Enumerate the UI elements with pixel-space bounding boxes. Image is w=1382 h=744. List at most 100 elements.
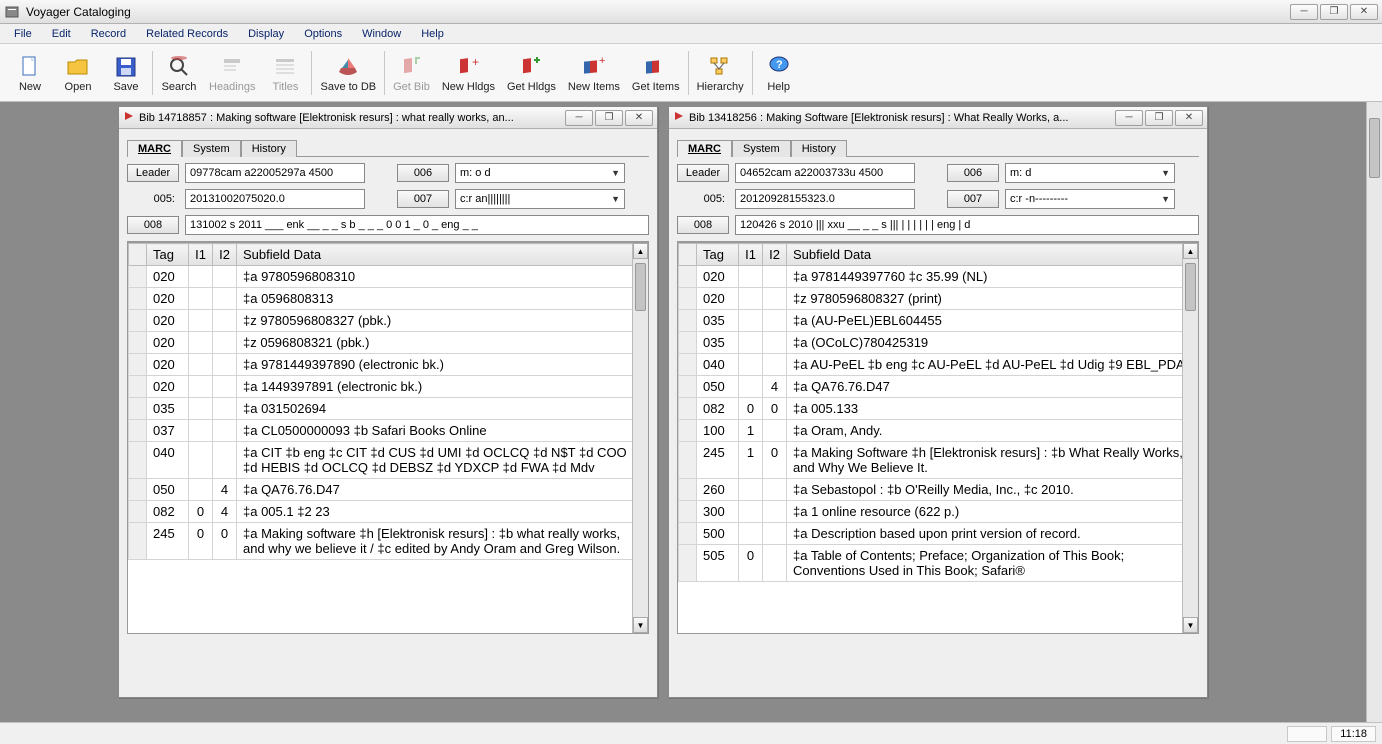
row-handle[interactable] xyxy=(129,310,147,332)
marc-row[interactable]: 0504‡a QA76.76.D47 xyxy=(129,479,648,501)
cell-i1[interactable]: 0 xyxy=(189,501,213,523)
toolbar-save-button[interactable]: Save xyxy=(102,51,150,95)
row-handle[interactable] xyxy=(679,376,697,398)
leader-button[interactable]: Leader xyxy=(677,164,729,182)
marc-row[interactable]: 500‡a Description based upon print versi… xyxy=(679,523,1198,545)
f008-button[interactable]: 008 xyxy=(127,216,179,234)
cell-tag[interactable]: 020 xyxy=(697,288,739,310)
f006-button[interactable]: 006 xyxy=(397,164,449,182)
col-subfield[interactable]: Subfield Data xyxy=(237,244,648,266)
row-handle[interactable] xyxy=(679,420,697,442)
cell-subfield[interactable]: ‡a 1449397891 (electronic bk.) xyxy=(237,376,648,398)
marc-row[interactable]: 08204‡a 005.1 ‡2 23 xyxy=(129,501,648,523)
cell-tag[interactable]: 037 xyxy=(147,420,189,442)
marc-row[interactable]: 020 ‡a 9781449397760 ‡c 35.99 (NL) xyxy=(679,266,1198,288)
marc-row[interactable]: 5050‡a Table of Contents; Preface; Organ… xyxy=(679,545,1198,582)
cell-i1[interactable] xyxy=(189,442,213,479)
cell-tag[interactable]: 245 xyxy=(147,523,189,560)
cell-i2[interactable] xyxy=(763,501,787,523)
cell-subfield[interactable]: ‡a Sebastopol : ‡b O'Reilly Media, Inc.,… xyxy=(787,479,1198,501)
cell-tag[interactable]: 020 xyxy=(697,266,739,288)
cell-tag[interactable]: 050 xyxy=(697,376,739,398)
cell-subfield[interactable]: ‡a 031502694 xyxy=(237,398,648,420)
row-handle[interactable] xyxy=(129,332,147,354)
marc-row[interactable]: 037 ‡a CL0500000093 ‡b Safari Books Onlin… xyxy=(129,420,648,442)
row-handle[interactable] xyxy=(129,288,147,310)
cell-tag[interactable]: 245 xyxy=(697,442,739,479)
cell-i1[interactable]: 0 xyxy=(189,523,213,560)
cell-i1[interactable]: 0 xyxy=(739,398,763,420)
tab-system[interactable]: System xyxy=(732,140,791,157)
cell-subfield[interactable]: ‡a 9781449397760 ‡c 35.99 (NL) xyxy=(787,266,1198,288)
cell-i2[interactable] xyxy=(763,266,787,288)
cell-tag[interactable]: 020 xyxy=(147,376,189,398)
col-subfield[interactable]: Subfield Data xyxy=(787,244,1198,266)
f007-field[interactable]: c:r -n---------▼ xyxy=(1005,189,1175,209)
child-close-button[interactable]: ✕ xyxy=(1175,110,1203,126)
cell-subfield[interactable]: ‡a 005.1 ‡2 23 xyxy=(237,501,648,523)
cell-tag[interactable]: 040 xyxy=(697,354,739,376)
cell-i1[interactable] xyxy=(739,354,763,376)
cell-tag[interactable]: 100 xyxy=(697,420,739,442)
menu-record[interactable]: Record xyxy=(83,26,134,42)
toolbar-open-button[interactable]: Open xyxy=(54,51,102,95)
cell-i2[interactable] xyxy=(763,310,787,332)
cell-i2[interactable] xyxy=(213,398,237,420)
tab-system[interactable]: System xyxy=(182,140,241,157)
toolbar-hierarchy-button[interactable]: Hierarchy xyxy=(691,51,750,95)
cell-i1[interactable] xyxy=(739,332,763,354)
cell-i2[interactable] xyxy=(763,420,787,442)
cell-tag[interactable]: 082 xyxy=(697,398,739,420)
f008-button[interactable]: 008 xyxy=(677,216,729,234)
cell-subfield[interactable]: ‡a 9781449397890 (electronic bk.) xyxy=(237,354,648,376)
cell-subfield[interactable]: ‡a Making software ‡h [Elektronisk resur… xyxy=(237,523,648,560)
row-handle[interactable] xyxy=(129,479,147,501)
cell-i2[interactable] xyxy=(763,545,787,582)
f005-field[interactable]: 20131002075020.0 xyxy=(185,189,365,209)
toolbar-gethldgs-button[interactable]: Get Hldgs xyxy=(501,51,562,95)
cell-i2[interactable] xyxy=(213,420,237,442)
cell-i2[interactable]: 4 xyxy=(763,376,787,398)
row-handle[interactable] xyxy=(129,523,147,560)
cell-i1[interactable] xyxy=(189,420,213,442)
cell-i2[interactable] xyxy=(213,332,237,354)
cell-i2[interactable]: 4 xyxy=(213,501,237,523)
cell-i1[interactable] xyxy=(189,310,213,332)
marc-row[interactable]: 020 ‡a 1449397891 (electronic bk.) xyxy=(129,376,648,398)
cell-i2[interactable] xyxy=(213,442,237,479)
f005-field[interactable]: 20120928155323.0 xyxy=(735,189,915,209)
cell-i1[interactable] xyxy=(739,288,763,310)
marc-scrollbar[interactable]: ▲▼ xyxy=(1182,243,1198,633)
marc-row[interactable]: 020‡z 9780596808327 (pbk.) xyxy=(129,310,648,332)
leader-field[interactable]: 04652cam a22003733u 4500 xyxy=(735,163,915,183)
marc-row[interactable]: 035‡a 031502694 xyxy=(129,398,648,420)
col-i1[interactable]: I1 xyxy=(189,244,213,266)
toolbar-new-button[interactable]: New xyxy=(6,51,54,95)
leader-button[interactable]: Leader xyxy=(127,164,179,182)
cell-i2[interactable] xyxy=(213,266,237,288)
row-handle[interactable] xyxy=(129,420,147,442)
cell-i2[interactable] xyxy=(213,354,237,376)
cell-i1[interactable] xyxy=(189,398,213,420)
menu-edit[interactable]: Edit xyxy=(44,26,79,42)
col-tag[interactable]: Tag xyxy=(697,244,739,266)
marc-row[interactable]: 035‡a (OCoLC)780425319 xyxy=(679,332,1198,354)
cell-i2[interactable] xyxy=(763,354,787,376)
col-i2[interactable]: I2 xyxy=(213,244,237,266)
cell-subfield[interactable]: ‡a QA76.76.D47 xyxy=(787,376,1198,398)
row-handle[interactable] xyxy=(679,288,697,310)
col-tag[interactable]: Tag xyxy=(147,244,189,266)
leader-field[interactable]: 09778cam a22005297a 4500 xyxy=(185,163,365,183)
row-handle[interactable] xyxy=(679,442,697,479)
cell-i1[interactable] xyxy=(739,523,763,545)
menu-help[interactable]: Help xyxy=(413,26,452,42)
cell-subfield[interactable]: ‡a CL0500000093 ‡b Safari Books Online xyxy=(237,420,648,442)
row-handle[interactable] xyxy=(129,501,147,523)
marc-row[interactable]: 020‡a 9780596808310 xyxy=(129,266,648,288)
cell-tag[interactable]: 260 xyxy=(697,479,739,501)
cell-i1[interactable] xyxy=(189,376,213,398)
cell-subfield[interactable]: ‡a 0596808313 xyxy=(237,288,648,310)
cell-subfield[interactable]: ‡a Making Software ‡h [Elektronisk resur… xyxy=(787,442,1198,479)
tab-history[interactable]: History xyxy=(241,140,297,157)
f007-field[interactable]: c:r an||||||||▼ xyxy=(455,189,625,209)
